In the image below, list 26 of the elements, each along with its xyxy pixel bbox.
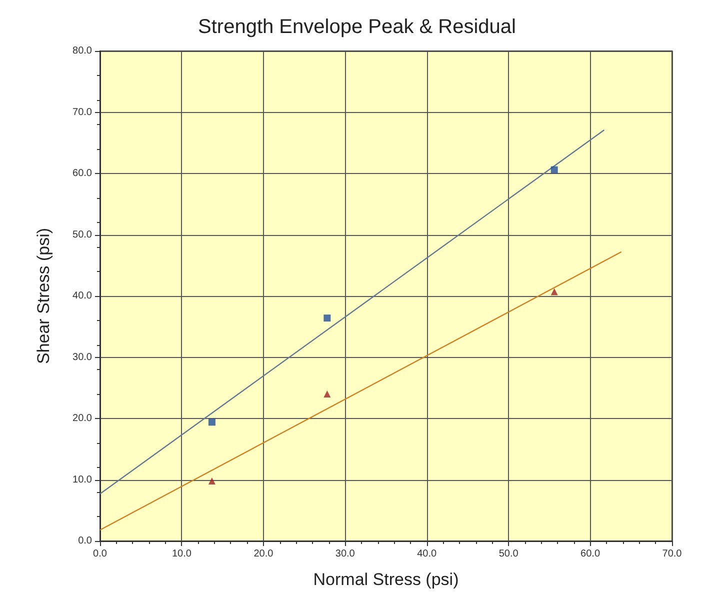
- x-tick-label: 30.0: [335, 548, 356, 560]
- y-tick-label: 50.0: [72, 229, 92, 240]
- y-tick-label: 30.0: [72, 352, 92, 363]
- point: [324, 314, 331, 322]
- y-tick-label: 20.0: [72, 413, 92, 424]
- y-tick-label: 60.0: [72, 168, 92, 179]
- x-tick-label: 20.0: [254, 548, 274, 560]
- x-tick-label: 0.0: [93, 548, 108, 560]
- y-tick-label: 70.0: [72, 106, 92, 118]
- point: [550, 288, 558, 296]
- y-axis-title: Shear Stress (psi): [34, 228, 53, 364]
- point: [550, 166, 558, 174]
- point: [208, 418, 216, 426]
- x-tick-label: 40.0: [417, 548, 438, 560]
- point: [324, 390, 331, 398]
- y-tick-label: 10.0: [72, 474, 92, 486]
- y-tick-label: 80.0: [72, 46, 92, 56]
- x-axis-title: Normal Stress (psi): [313, 570, 459, 589]
- y-tick-label: 0.0: [78, 536, 92, 546]
- point: [208, 477, 216, 484]
- x-tick-label: 60.0: [580, 548, 600, 560]
- x-tick-label: 70.0: [662, 548, 682, 560]
- x-tick-label: 50.0: [498, 548, 519, 560]
- x-tick-label: 10.0: [172, 548, 192, 560]
- y-tick-label: 40.0: [72, 290, 92, 302]
- chart-title: Strength Envelope Peak & Residual: [198, 16, 516, 38]
